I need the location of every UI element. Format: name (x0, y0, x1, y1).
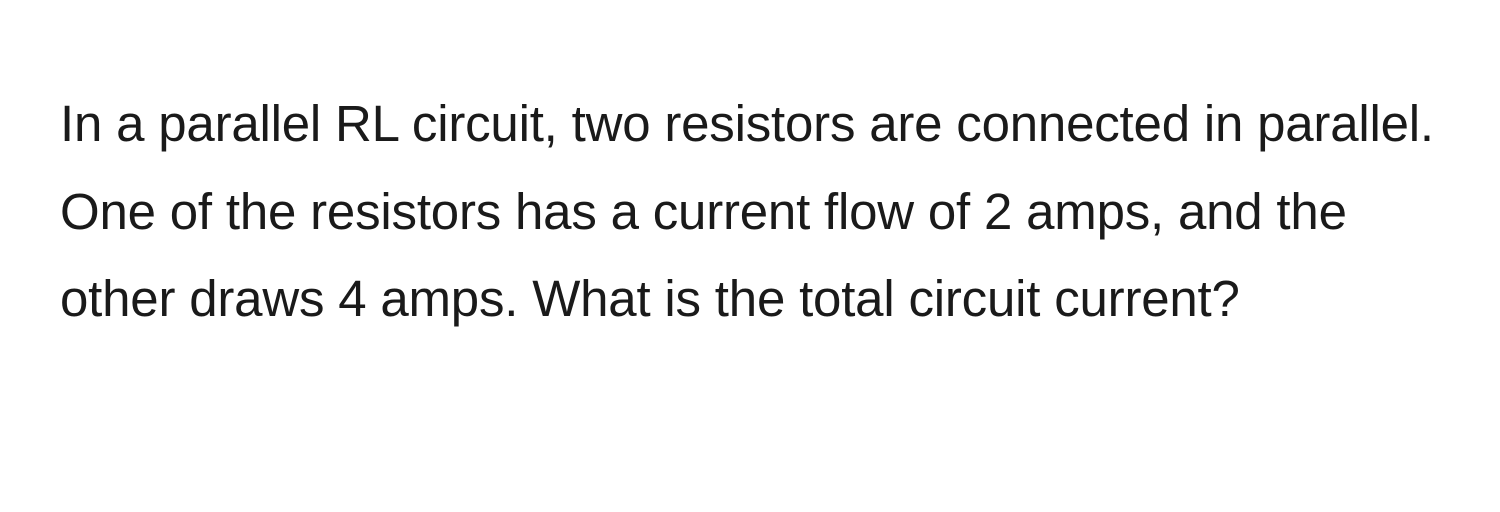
question-container: In a parallel RL circuit, two resistors … (0, 0, 1500, 403)
question-text: In a parallel RL circuit, two resistors … (60, 80, 1440, 343)
